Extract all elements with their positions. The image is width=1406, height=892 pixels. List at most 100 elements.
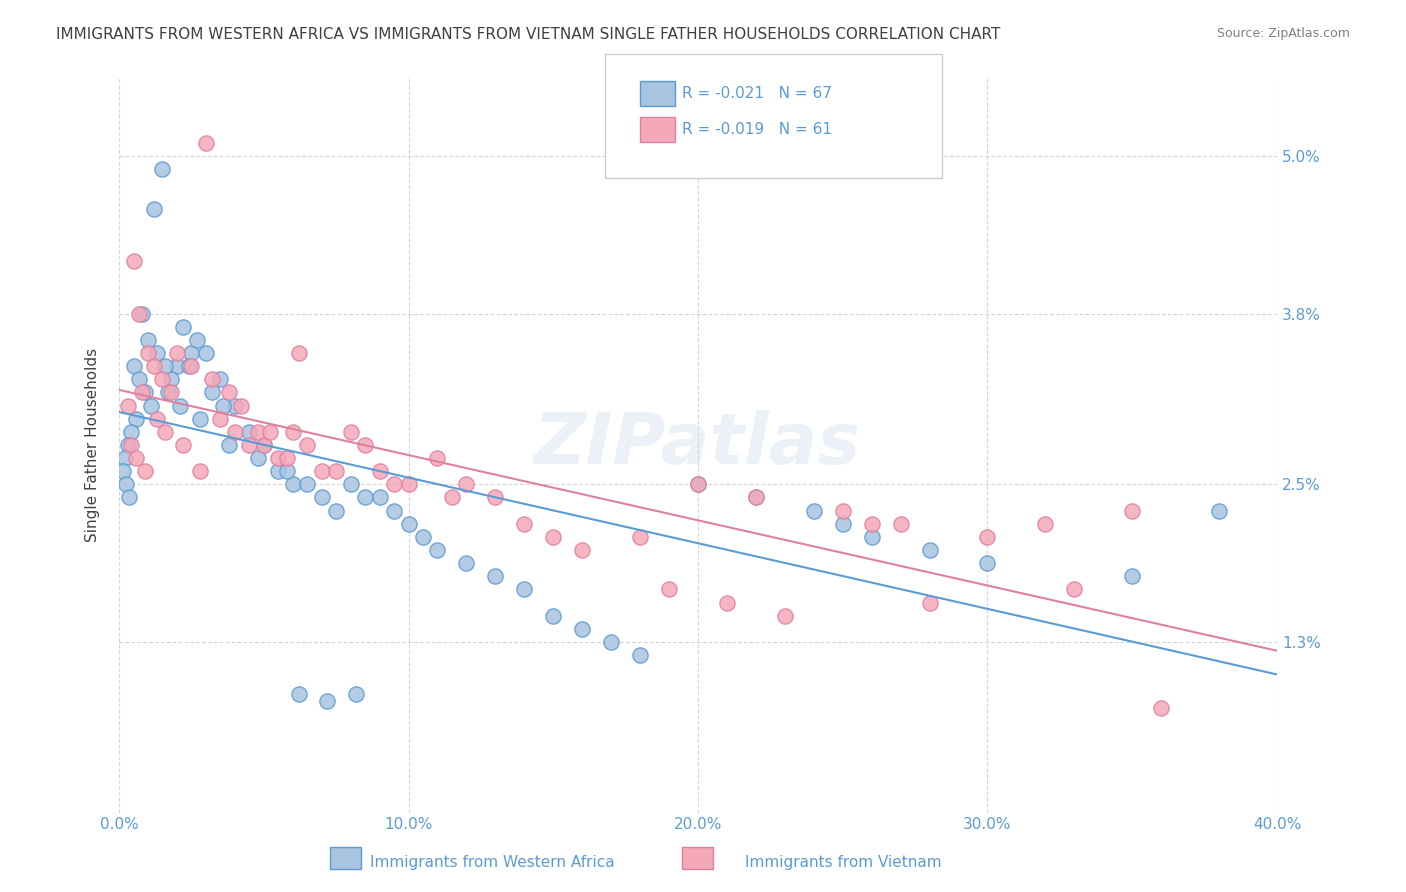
- Point: [155, 425, 177, 439]
- Point: [180, 346, 202, 360]
- Point: [145, 411, 167, 425]
- Point: [311, 491, 333, 505]
- Point: [131, 307, 153, 321]
- Point: [172, 319, 194, 334]
- Point: [1121, 503, 1143, 517]
- Point: [456, 477, 478, 491]
- Point: [125, 411, 148, 425]
- Text: R = -0.019   N = 61: R = -0.019 N = 61: [682, 122, 832, 136]
- Point: [160, 385, 183, 400]
- Point: [155, 359, 177, 374]
- Point: [803, 503, 825, 517]
- Point: [311, 464, 333, 478]
- Point: [117, 438, 139, 452]
- Point: [456, 556, 478, 570]
- Point: [281, 477, 304, 491]
- Point: [229, 399, 252, 413]
- Point: [513, 582, 536, 597]
- Point: [600, 635, 623, 649]
- Point: [120, 438, 142, 452]
- Point: [976, 556, 998, 570]
- Point: [513, 516, 536, 531]
- Point: [177, 359, 200, 374]
- Text: R = -0.021   N = 67: R = -0.021 N = 67: [682, 87, 832, 101]
- Point: [188, 411, 211, 425]
- Point: [118, 491, 141, 505]
- Point: [139, 399, 162, 413]
- Point: [686, 477, 709, 491]
- Point: [136, 346, 159, 360]
- Point: [325, 464, 347, 478]
- Point: [339, 477, 361, 491]
- Point: [160, 372, 183, 386]
- Point: [267, 451, 290, 466]
- Point: [253, 438, 276, 452]
- Point: [212, 399, 235, 413]
- Point: [142, 359, 165, 374]
- Text: Immigrants from Western Africa: Immigrants from Western Africa: [370, 855, 614, 870]
- Point: [773, 608, 796, 623]
- Point: [745, 491, 768, 505]
- Text: Source: ZipAtlas.com: Source: ZipAtlas.com: [1216, 27, 1350, 40]
- Point: [571, 622, 593, 636]
- Point: [238, 438, 260, 452]
- Point: [218, 385, 240, 400]
- Point: [188, 464, 211, 478]
- Point: [201, 372, 224, 386]
- Point: [128, 372, 150, 386]
- Point: [716, 595, 738, 609]
- Point: [180, 359, 202, 374]
- Point: [1063, 582, 1085, 597]
- Y-axis label: Single Father Households: Single Father Households: [86, 348, 100, 542]
- Point: [209, 372, 232, 386]
- Text: Immigrants from Vietnam: Immigrants from Vietnam: [745, 855, 942, 870]
- Point: [209, 411, 232, 425]
- Point: [860, 530, 883, 544]
- Point: [297, 438, 319, 452]
- Point: [122, 254, 145, 268]
- Point: [224, 399, 246, 413]
- Point: [860, 516, 883, 531]
- Point: [112, 464, 135, 478]
- Point: [426, 451, 449, 466]
- Point: [218, 438, 240, 452]
- Point: [426, 543, 449, 558]
- Point: [238, 425, 260, 439]
- Point: [382, 503, 405, 517]
- Point: [142, 202, 165, 216]
- Text: IMMIGRANTS FROM WESTERN AFRICA VS IMMIGRANTS FROM VIETNAM SINGLE FATHER HOUSEHOL: IMMIGRANTS FROM WESTERN AFRICA VS IMMIGR…: [56, 27, 1001, 42]
- Point: [166, 346, 188, 360]
- Point: [382, 477, 405, 491]
- Text: ZIPatlas: ZIPatlas: [534, 410, 862, 480]
- Point: [297, 477, 319, 491]
- Point: [131, 385, 153, 400]
- Point: [122, 359, 145, 374]
- Point: [136, 333, 159, 347]
- Point: [166, 359, 188, 374]
- Point: [253, 438, 276, 452]
- Point: [484, 569, 506, 583]
- Point: [890, 516, 912, 531]
- Point: [831, 516, 853, 531]
- Point: [976, 530, 998, 544]
- Point: [368, 464, 391, 478]
- Point: [172, 438, 194, 452]
- Point: [316, 694, 339, 708]
- Point: [267, 464, 290, 478]
- Point: [339, 425, 361, 439]
- Point: [398, 477, 420, 491]
- Point: [120, 425, 142, 439]
- Point: [201, 385, 224, 400]
- Point: [246, 425, 269, 439]
- Point: [398, 516, 420, 531]
- Point: [354, 438, 377, 452]
- Point: [186, 333, 208, 347]
- Point: [658, 582, 681, 597]
- Point: [128, 307, 150, 321]
- Point: [346, 687, 368, 701]
- Point: [276, 464, 298, 478]
- Point: [571, 543, 593, 558]
- Point: [628, 530, 651, 544]
- Point: [543, 608, 565, 623]
- Point: [152, 162, 174, 177]
